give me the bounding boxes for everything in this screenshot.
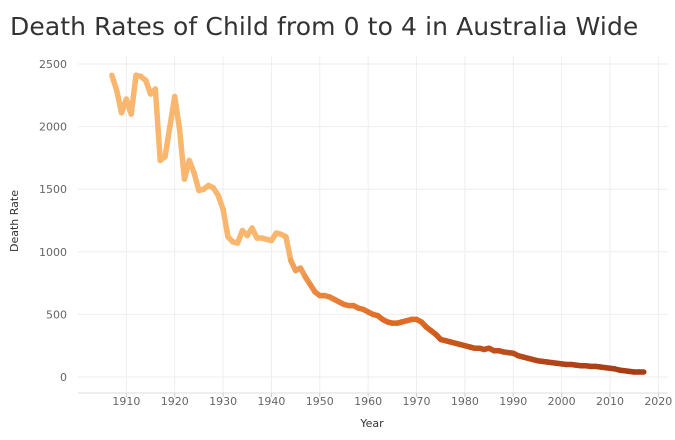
y-tick-label: 2500 <box>39 58 67 71</box>
x-tick-label: 1920 <box>161 395 189 408</box>
y-tick-label: 2000 <box>39 121 67 134</box>
x-tick-label: 1980 <box>451 395 479 408</box>
x-tick-label: 1970 <box>403 395 431 408</box>
line-segment <box>128 72 139 117</box>
line-segment <box>162 123 173 160</box>
line-segment <box>220 206 231 240</box>
gridlines <box>78 56 668 393</box>
x-tick-label: 1960 <box>354 395 382 408</box>
line-segment <box>283 234 294 264</box>
y-tick-label: 1000 <box>39 246 67 259</box>
line-segment <box>176 126 188 182</box>
y-tick-label: 1500 <box>39 183 67 196</box>
x-tick-label: 1950 <box>306 395 334 408</box>
x-tick-label: 1990 <box>499 395 527 408</box>
y-tick-label: 500 <box>46 308 67 321</box>
x-tick-label: 2020 <box>644 395 672 408</box>
y-tick-label: 0 <box>60 371 67 384</box>
line-segment <box>171 93 183 132</box>
data-series <box>109 72 647 375</box>
line-segment <box>191 170 202 194</box>
x-tick-label: 1910 <box>112 395 140 408</box>
chart-title: Death Rates of Child from 0 to 4 in Aust… <box>10 12 639 41</box>
x-tick-label: 2010 <box>596 395 624 408</box>
x-axis-label: Year <box>360 417 384 430</box>
y-axis-ticks: 0 500 1000 1500 2000 2500 <box>39 58 67 384</box>
x-tick-label: 2000 <box>548 395 576 408</box>
x-axis-ticks: 1910 1920 1930 1940 1950 1960 1970 1980 1990 2000… <box>78 392 672 408</box>
x-tick-label: 1940 <box>257 395 285 408</box>
x-tick-label: 1930 <box>209 395 237 408</box>
line-segment <box>152 86 163 164</box>
